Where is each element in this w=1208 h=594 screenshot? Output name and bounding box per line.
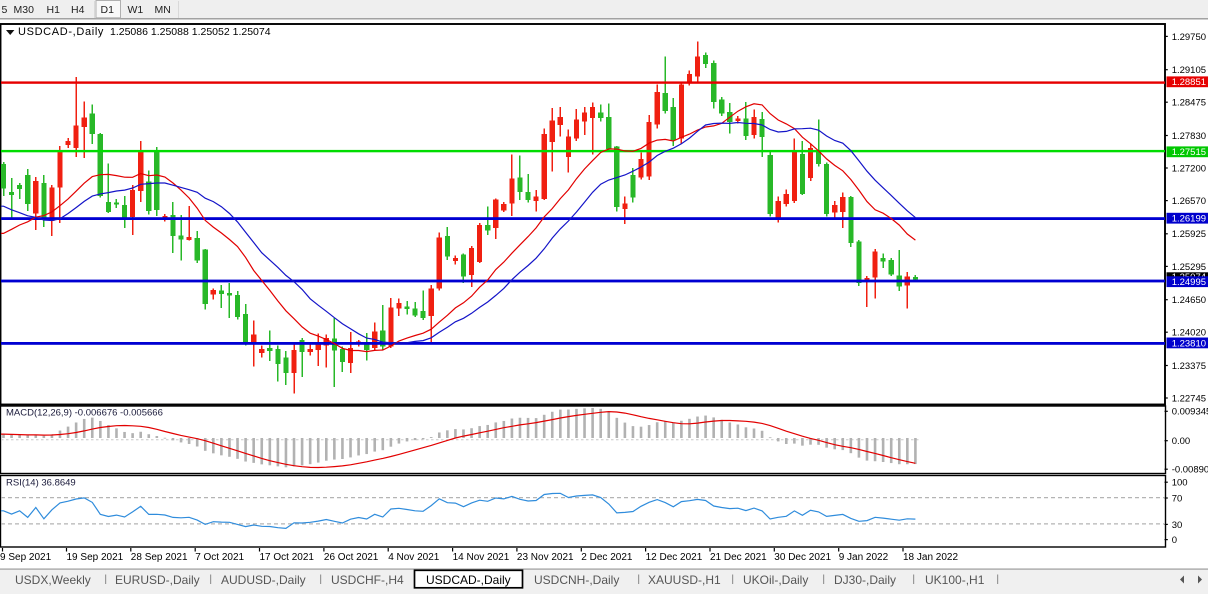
svg-text:USDX,Weekly: USDX,Weekly: [15, 573, 91, 587]
svg-text:1.26570: 1.26570: [1172, 196, 1206, 207]
svg-text:1.27515: 1.27515: [1172, 147, 1206, 158]
svg-text:W1: W1: [128, 4, 144, 16]
svg-text:19 Sep 2021: 19 Sep 2021: [67, 552, 124, 563]
svg-text:MACD(12,26,9) -0.006676 -0.005: MACD(12,26,9) -0.006676 -0.005666: [6, 408, 163, 419]
svg-text:12 Dec 2021: 12 Dec 2021: [646, 552, 703, 563]
svg-text:H4: H4: [71, 4, 85, 16]
svg-text:21 Dec 2021: 21 Dec 2021: [710, 552, 767, 563]
svg-text:70: 70: [1172, 493, 1183, 504]
svg-text:USDCNH-,Daily: USDCNH-,Daily: [534, 573, 619, 587]
svg-text:0: 0: [1172, 535, 1177, 546]
svg-text:0.009345: 0.009345: [1172, 407, 1208, 418]
svg-text:1.28475: 1.28475: [1172, 98, 1206, 109]
svg-text:USDCAD-,Daily: USDCAD-,Daily: [426, 573, 511, 587]
svg-text:-0.008902: -0.008902: [1172, 465, 1208, 476]
svg-text:23 Nov 2021: 23 Nov 2021: [517, 552, 574, 563]
svg-text:1.25086 1.25088 1.25052 1.2507: 1.25086 1.25088 1.25052 1.25074: [110, 26, 271, 38]
svg-text:UKOil-,Daily: UKOil-,Daily: [743, 573, 808, 587]
svg-text:D1: D1: [101, 4, 115, 16]
svg-text:USDCAD-,Daily: USDCAD-,Daily: [18, 26, 104, 38]
svg-text:100: 100: [1172, 478, 1188, 489]
svg-text:28 Sep 2021: 28 Sep 2021: [131, 552, 188, 563]
svg-text:4 Nov 2021: 4 Nov 2021: [388, 552, 440, 563]
svg-text:5: 5: [2, 4, 8, 16]
svg-text:1.28851: 1.28851: [1172, 77, 1206, 88]
svg-text:30 Dec 2021: 30 Dec 2021: [774, 552, 831, 563]
svg-text:17 Oct 2021: 17 Oct 2021: [260, 552, 315, 563]
svg-text:1.29750: 1.29750: [1172, 32, 1206, 43]
svg-text:M30: M30: [14, 4, 35, 16]
svg-text:0.00: 0.00: [1172, 436, 1191, 447]
svg-text:1.24995: 1.24995: [1172, 277, 1206, 288]
svg-text:RSI(14) 36.8649: RSI(14) 36.8649: [6, 478, 76, 489]
svg-text:9 Jan 2022: 9 Jan 2022: [839, 552, 889, 563]
svg-text:1.25295: 1.25295: [1172, 262, 1206, 273]
svg-text:1.29105: 1.29105: [1172, 65, 1206, 76]
svg-text:9 Sep 2021: 9 Sep 2021: [0, 552, 52, 563]
svg-text:2 Dec 2021: 2 Dec 2021: [581, 552, 633, 563]
svg-text:MN: MN: [155, 4, 171, 16]
svg-text:1.24020: 1.24020: [1172, 328, 1206, 339]
svg-text:26 Oct 2021: 26 Oct 2021: [324, 552, 379, 563]
svg-text:1.23375: 1.23375: [1172, 361, 1206, 372]
svg-text:30: 30: [1172, 520, 1183, 531]
svg-text:18 Jan 2022: 18 Jan 2022: [903, 552, 958, 563]
svg-text:1.26199: 1.26199: [1172, 214, 1206, 225]
svg-text:1.23810: 1.23810: [1172, 338, 1206, 349]
svg-text:1.27200: 1.27200: [1172, 163, 1206, 174]
svg-text:7 Oct 2021: 7 Oct 2021: [195, 552, 244, 563]
svg-text:USDCHF-,H4: USDCHF-,H4: [331, 573, 404, 587]
svg-text:UK100-,H1: UK100-,H1: [925, 573, 985, 587]
svg-text:14 Nov 2021: 14 Nov 2021: [453, 552, 510, 563]
svg-text:H1: H1: [47, 4, 61, 16]
svg-text:EURUSD-,Daily: EURUSD-,Daily: [115, 573, 200, 587]
svg-text:1.27830: 1.27830: [1172, 131, 1206, 142]
svg-text:DJ30-,Daily: DJ30-,Daily: [834, 573, 896, 587]
svg-text:1.22745: 1.22745: [1172, 393, 1206, 404]
svg-text:AUDUSD-,Daily: AUDUSD-,Daily: [221, 573, 306, 587]
svg-text:XAUUSD-,H1: XAUUSD-,H1: [648, 573, 721, 587]
svg-text:1.25925: 1.25925: [1172, 229, 1206, 240]
svg-text:1.24650: 1.24650: [1172, 295, 1206, 306]
